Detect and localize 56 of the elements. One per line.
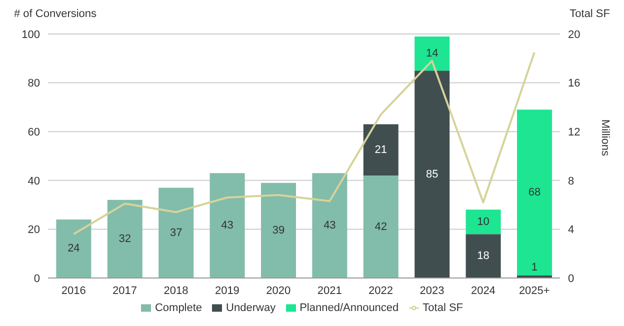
bar (466, 210, 501, 234)
x-tick-label: 2025+ (518, 284, 550, 297)
data-label: 43 (221, 220, 234, 232)
bar (516, 110, 552, 276)
y-tick-label: 60 (28, 126, 40, 139)
y2-tick-label: 20 (568, 28, 580, 41)
data-label: 10 (477, 216, 490, 228)
bar (107, 200, 142, 278)
bar (210, 173, 245, 278)
x-tick-label: 2017 (112, 284, 138, 297)
y2-axis-title: Millions (599, 119, 612, 156)
bar (363, 124, 398, 176)
x-tick-label: 2024 (470, 284, 496, 297)
data-label: 21 (374, 144, 388, 156)
data-label: 32 (118, 232, 132, 245)
legend-label: Total SF (422, 302, 464, 314)
x-tick-label: 2018 (164, 284, 188, 297)
bar (312, 173, 348, 278)
data-label: 1 (531, 262, 538, 274)
y2-tick-label: 8 (568, 175, 574, 188)
bar (158, 188, 194, 278)
data-label: 18 (477, 250, 490, 262)
y-tick-label: 80 (28, 78, 40, 90)
data-label: 24 (68, 242, 80, 255)
x-tick-label: 2016 (61, 284, 86, 297)
data-label: 68 (528, 186, 541, 199)
legend-label: Complete (154, 302, 202, 314)
y-tick-label: 100 (22, 28, 40, 41)
data-label: 85 (426, 168, 438, 180)
x-tick-label: 2020 (266, 284, 291, 297)
bar (466, 234, 501, 278)
x-tick-label: 2022 (368, 284, 394, 297)
y-axis-title: # of Conversions (14, 8, 97, 22)
legend-label: Planned/Announced (300, 302, 399, 314)
data-label: 39 (272, 224, 285, 236)
data-label: 14 (426, 48, 438, 60)
y2-tick-label: 12 (568, 126, 580, 139)
y2-tick-label: 4 (568, 224, 574, 236)
bar (414, 36, 450, 71)
data-label: 42 (374, 220, 388, 233)
x-tick-label: 2023 (420, 284, 444, 297)
bar (414, 70, 450, 278)
y-tick-label: 0 (34, 272, 40, 285)
y2-tick-label: 0 (568, 272, 574, 285)
legend-label: Underway (226, 302, 276, 314)
bar (363, 176, 398, 278)
y-tick-label: 40 (28, 175, 40, 188)
bar (260, 182, 296, 278)
y-tick-label: 20 (28, 224, 40, 236)
text: Total SF (570, 8, 610, 20)
data-label: 43 (324, 220, 336, 232)
x-tick-label: 2019 (214, 284, 240, 297)
data-label: 37 (170, 226, 182, 239)
x-tick-label: 2021 (317, 284, 342, 297)
y2-tick-label: 16 (568, 78, 580, 90)
bar (56, 219, 92, 278)
